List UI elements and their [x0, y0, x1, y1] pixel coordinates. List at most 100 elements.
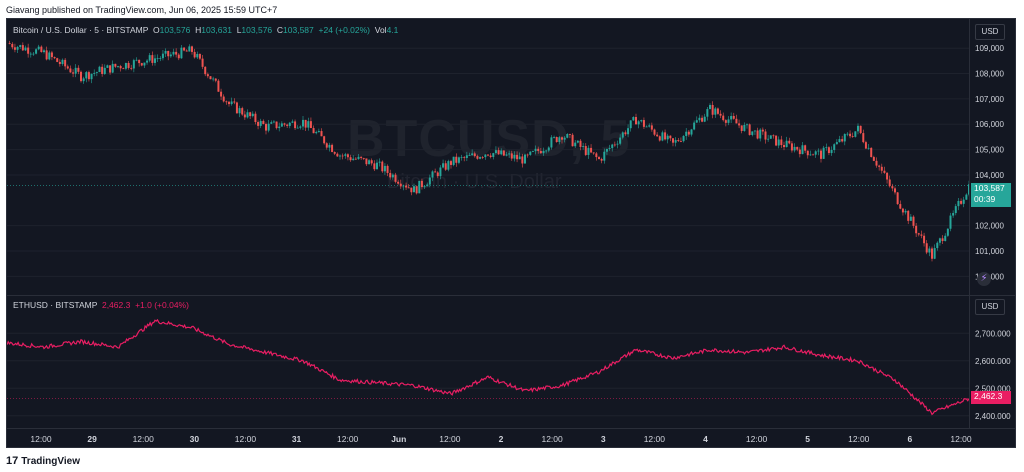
candle-body [635, 117, 637, 125]
candle-body [117, 66, 119, 67]
candle-body [814, 151, 817, 155]
candle-body [901, 208, 904, 213]
y-tick-label: 107,000 [975, 95, 1004, 104]
candle-body [452, 156, 455, 165]
candle-body [727, 119, 730, 123]
candle-body [93, 72, 96, 74]
eth-last-price-tag: 2,462.3 [971, 391, 1011, 404]
time-axis[interactable]: 12:00 29 12:00 30 12:00 31 12:00 Jun 12:00 2 12:00… [7, 428, 1015, 447]
candle-body [788, 140, 791, 144]
candle-body [780, 139, 783, 146]
candle-body [201, 58, 204, 67]
footer-brand: 17 TradingView [6, 452, 80, 470]
main-currency-button[interactable]: USD [975, 24, 1005, 40]
candle-body [185, 50, 188, 52]
candle-body [352, 158, 355, 161]
candle-body [894, 188, 896, 193]
candle-body [420, 180, 423, 188]
candle-body [946, 228, 949, 236]
candle-body [11, 43, 14, 48]
candle-body [701, 117, 704, 122]
high-label: H [195, 25, 202, 35]
x-tick-label: 12:00 [235, 434, 257, 444]
candle-body [487, 154, 489, 156]
candle-body [19, 45, 22, 47]
candle-body [674, 140, 677, 143]
candle-body [830, 149, 833, 154]
time-axis-labels: 12:00 29 12:00 30 12:00 31 12:00 Jun 12:00 2 12:00… [30, 434, 972, 444]
candle-body [539, 150, 542, 154]
x-tick-label: 30 [190, 434, 200, 444]
candle-body [933, 248, 936, 259]
candle-body [772, 135, 775, 137]
candle-body [214, 78, 217, 81]
candle-body [45, 50, 48, 60]
candle-body [146, 60, 149, 63]
candle-body [95, 72, 98, 73]
candle-body [426, 184, 429, 187]
candle-body [183, 47, 186, 51]
candle-body [878, 165, 881, 167]
volume-label: Vol [374, 25, 387, 35]
candle-body [854, 131, 857, 137]
candle-body [920, 234, 923, 236]
candle-body [510, 153, 513, 159]
candle-body [286, 124, 289, 126]
candle-body [32, 53, 35, 55]
candle-body [962, 199, 965, 204]
candle-body [169, 54, 172, 57]
pane-divider[interactable] [7, 295, 1015, 296]
candle-body [872, 157, 875, 161]
candle-body [576, 140, 579, 143]
eth-price-line [7, 318, 970, 416]
candle-body [209, 76, 212, 80]
eth-currency-button[interactable]: USD [975, 299, 1005, 315]
candle-body [278, 126, 281, 129]
candle-body [463, 157, 466, 159]
eth-y-tick-label: 2,400.000 [975, 412, 1011, 421]
candle-body [941, 238, 944, 242]
candle-body [8, 43, 11, 44]
candle-body [191, 46, 193, 52]
candle-body [413, 186, 415, 193]
candle-body [574, 142, 577, 147]
price-axis-divider [969, 19, 970, 428]
candle-body [346, 154, 349, 158]
chart-frame: BTCUSD, 5 Bitcoin · U.S. Dollar 109,000 1… [6, 18, 1016, 448]
candle-body [706, 109, 709, 117]
candle-body [241, 108, 244, 115]
candle-body [505, 154, 508, 156]
x-tick-label: 12:00 [644, 434, 666, 444]
candle-body [69, 68, 72, 73]
candle-body [931, 248, 933, 259]
candle-body [74, 67, 77, 74]
candle-body [566, 134, 569, 138]
candle-body [148, 55, 151, 61]
eth-symbol-label[interactable]: ETHUSD · BITSTAMP [13, 300, 98, 310]
candle-body [584, 146, 587, 155]
eth-pane[interactable]: 2,700.000 2,600.000 2,500.000 2,400.000 ETH… [7, 296, 1015, 428]
candle-body [907, 210, 910, 221]
candle-body [624, 132, 627, 135]
candle-body [679, 141, 682, 142]
candle-body [753, 130, 756, 132]
candle-body [529, 151, 532, 155]
candle-body [156, 58, 159, 60]
x-tick-label: 2 [499, 434, 504, 444]
y-tick-label: 108,000 [975, 70, 1004, 79]
candle-body [362, 158, 365, 159]
candle-body [56, 58, 59, 62]
candle-body [124, 63, 127, 69]
candle-body [196, 54, 199, 58]
candle-body [320, 131, 323, 137]
candle-body [769, 135, 772, 139]
candle-body [471, 153, 474, 156]
candle-body [864, 142, 867, 149]
main-pane[interactable]: BTCUSD, 5 Bitcoin · U.S. Dollar 109,000 1… [7, 19, 1015, 295]
candle-body [238, 108, 241, 114]
candle-body [960, 200, 963, 204]
lightning-icon[interactable]: ⚡ [977, 272, 991, 286]
candle-body [193, 51, 196, 58]
main-symbol-label[interactable]: Bitcoin / U.S. Dollar · 5 · BITSTAMP [13, 25, 149, 35]
candle-body [399, 183, 402, 187]
